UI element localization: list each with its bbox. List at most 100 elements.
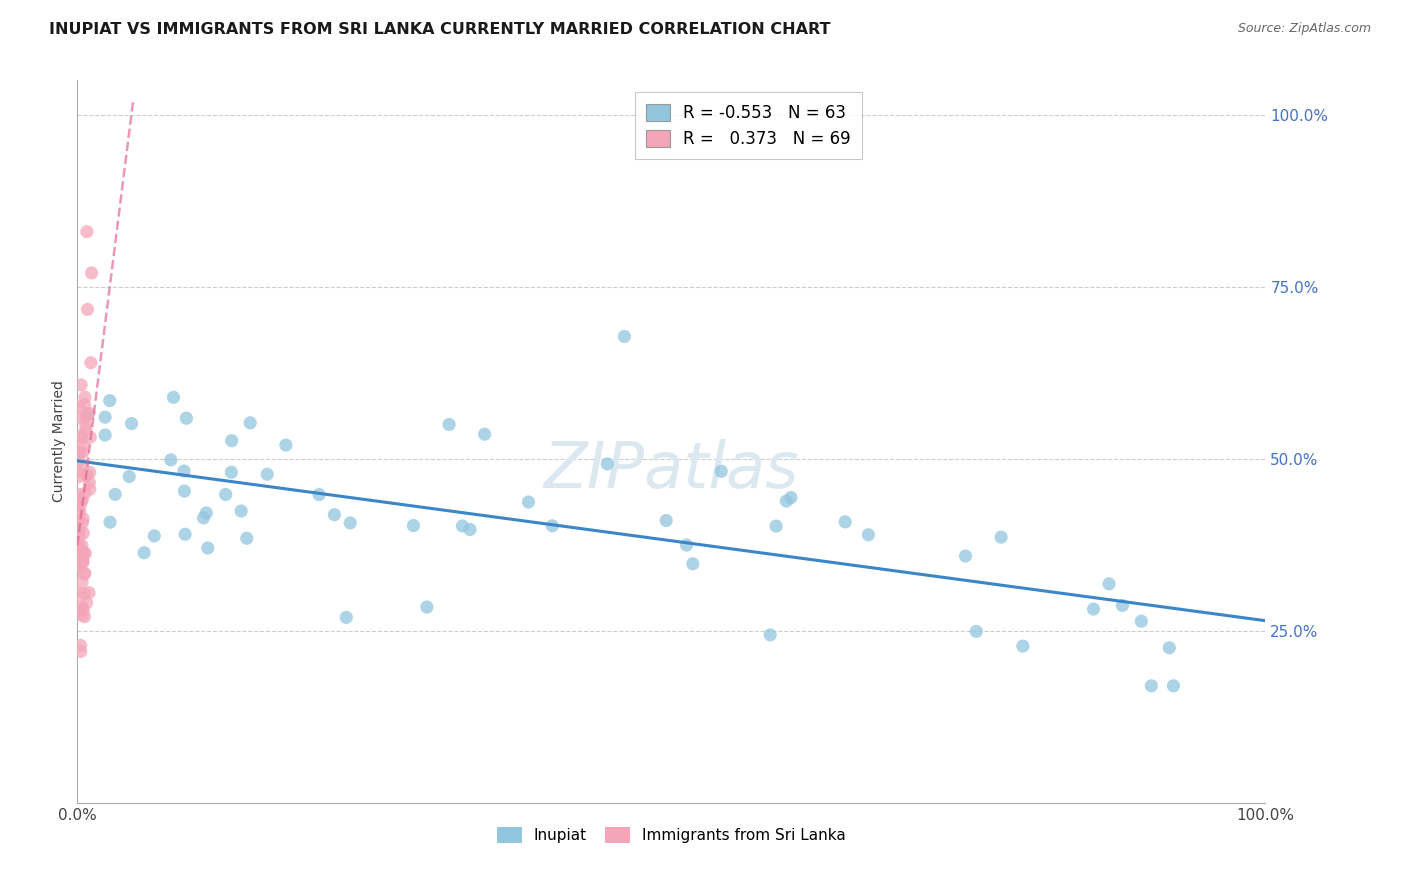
Point: [70, 547, 93, 561]
Point: [780, 491, 803, 505]
Point: [76, 468, 98, 483]
Point: [76, 225, 98, 239]
Point: [1140, 679, 1163, 693]
Point: [75, 422, 97, 436]
Point: [274, 438, 297, 452]
Point: [98, 393, 121, 408]
Point: [1083, 602, 1105, 616]
Point: [174, 527, 197, 541]
Point: [67, 529, 90, 543]
Point: [73, 486, 96, 500]
Point: [132, 546, 155, 560]
Point: [72, 546, 94, 560]
Point: [759, 628, 782, 642]
Point: [67, 445, 90, 459]
Point: [118, 469, 141, 483]
Point: [76, 408, 98, 422]
Point: [70, 552, 93, 566]
Point: [73, 398, 96, 412]
Point: [79, 430, 101, 444]
Point: [990, 530, 1012, 544]
Point: [67, 523, 90, 537]
Point: [67, 400, 90, 414]
Point: [72, 445, 94, 459]
Point: [67, 538, 90, 552]
Point: [73, 609, 96, 624]
Point: [308, 488, 330, 502]
Point: [121, 417, 143, 431]
Point: [72, 526, 94, 541]
Point: [1159, 640, 1181, 655]
Point: [1012, 639, 1035, 653]
Point: [76, 596, 98, 610]
Point: [416, 600, 439, 615]
Point: [72, 551, 94, 566]
Point: [197, 541, 219, 555]
Point: [75, 418, 97, 433]
Point: [67, 491, 90, 506]
Point: [323, 508, 346, 522]
Point: [239, 416, 262, 430]
Legend: Inupiat, Immigrants from Sri Lanka: Inupiat, Immigrants from Sri Lanka: [491, 822, 852, 849]
Point: [517, 495, 540, 509]
Point: [69, 554, 91, 568]
Point: [75, 409, 97, 424]
Point: [67, 410, 90, 425]
Point: [66, 558, 89, 572]
Point: [70, 574, 93, 589]
Point: [1163, 679, 1185, 693]
Point: [256, 467, 278, 482]
Text: INUPIAT VS IMMIGRANTS FROM SRI LANKA CURRENTLY MARRIED CORRELATION CHART: INUPIAT VS IMMIGRANTS FROM SRI LANKA CUR…: [49, 22, 831, 37]
Point: [236, 531, 259, 545]
Point: [69, 504, 91, 518]
Point: [173, 464, 195, 478]
Point: [221, 434, 243, 448]
Point: [79, 475, 101, 490]
Point: [98, 515, 121, 529]
Point: [176, 411, 198, 425]
Point: [858, 528, 880, 542]
Point: [675, 538, 697, 552]
Point: [73, 390, 96, 404]
Point: [72, 511, 94, 525]
Point: [79, 466, 101, 480]
Y-axis label: Currently Married: Currently Married: [52, 381, 66, 502]
Point: [72, 555, 94, 569]
Point: [655, 514, 678, 528]
Point: [76, 302, 98, 317]
Point: [72, 516, 94, 530]
Point: [834, 515, 856, 529]
Point: [765, 519, 787, 533]
Point: [451, 519, 474, 533]
Point: [775, 494, 797, 508]
Point: [1098, 577, 1121, 591]
Point: [66, 464, 89, 478]
Point: [160, 453, 183, 467]
Point: [965, 624, 987, 639]
Point: [335, 610, 357, 624]
Point: [70, 599, 93, 613]
Point: [72, 555, 94, 569]
Point: [75, 546, 97, 560]
Point: [682, 557, 704, 571]
Point: [710, 464, 733, 478]
Point: [596, 457, 619, 471]
Point: [1130, 614, 1153, 628]
Text: ZIPatlas: ZIPatlas: [544, 440, 799, 501]
Point: [613, 329, 636, 343]
Point: [70, 542, 93, 557]
Point: [339, 516, 361, 530]
Point: [70, 431, 93, 445]
Point: [104, 487, 127, 501]
Point: [67, 586, 90, 600]
Point: [193, 510, 215, 524]
Point: [76, 467, 98, 482]
Point: [72, 603, 94, 617]
Point: [69, 497, 91, 511]
Point: [70, 378, 93, 392]
Point: [67, 558, 90, 573]
Point: [437, 417, 460, 432]
Point: [402, 518, 425, 533]
Point: [72, 458, 94, 473]
Point: [77, 406, 100, 420]
